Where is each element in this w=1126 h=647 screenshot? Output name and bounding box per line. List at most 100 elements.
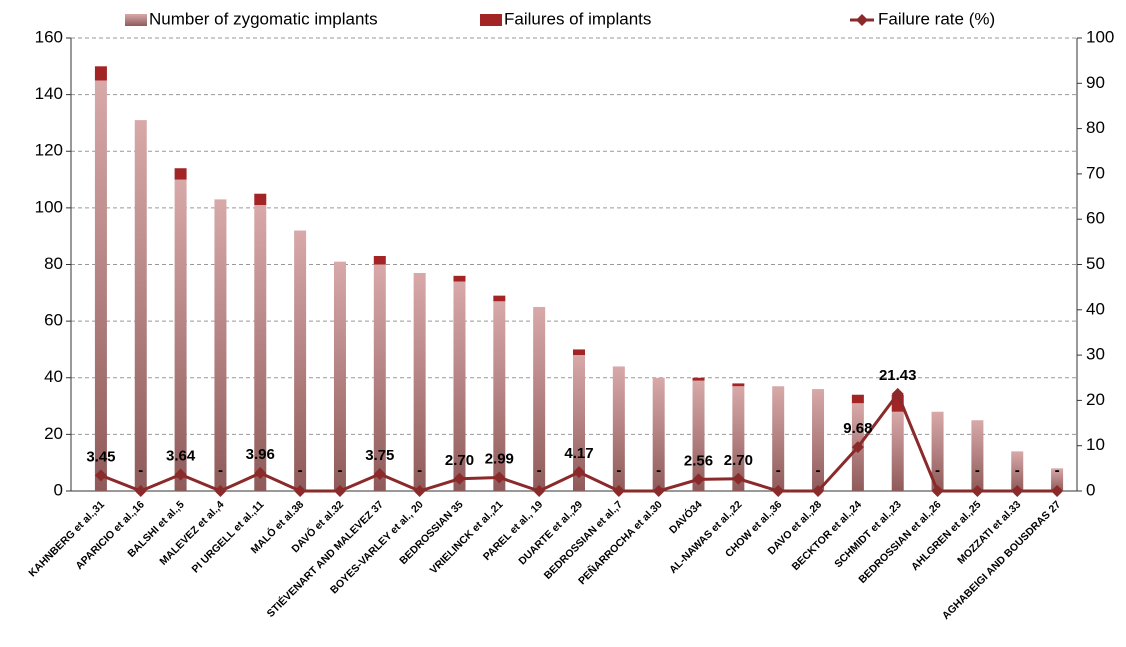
rate-marker <box>1011 485 1024 497</box>
rate-marker <box>772 485 785 497</box>
data-label: - <box>656 462 661 479</box>
bar <box>413 272 426 491</box>
bar <box>493 301 506 491</box>
data-label: - <box>298 462 303 479</box>
y-tick-label: 60 <box>44 311 63 330</box>
rate-marker <box>891 387 904 400</box>
y-tick-label: 0 <box>54 480 63 499</box>
y2-tick-label: 90 <box>1086 73 1105 92</box>
bar <box>1051 468 1064 491</box>
data-label: - <box>138 462 143 479</box>
rate-marker <box>134 485 147 497</box>
x-tick-group: PI URGELL et al.,11 <box>190 499 267 576</box>
bar <box>772 386 785 491</box>
bar <box>931 411 944 491</box>
data-label: 9.68 <box>843 420 872 437</box>
x-tick-group: AL-NAWAS et al.,22 <box>667 499 744 576</box>
bar <box>373 264 386 491</box>
y-tick-label: 40 <box>44 367 63 386</box>
rate-marker <box>652 485 665 497</box>
y2-tick-label: 20 <box>1086 390 1105 409</box>
x-tick-label: APARICIO et al.,16 <box>73 499 147 573</box>
bar <box>453 281 466 491</box>
failure-bar <box>174 168 187 180</box>
bar <box>254 205 267 491</box>
data-label: - <box>417 462 422 479</box>
y2-tick-label: 80 <box>1086 118 1105 137</box>
x-tick-group: BECKTOR et al.,24 <box>790 499 864 573</box>
data-label: - <box>975 462 980 479</box>
y-tick-label: 80 <box>44 254 63 273</box>
bar <box>612 366 625 491</box>
failure-bar <box>573 349 585 356</box>
rate-marker <box>493 471 506 484</box>
rate-marker <box>254 467 267 480</box>
y2-tick-label: 30 <box>1086 345 1105 364</box>
bar <box>812 389 825 491</box>
x-tick-label: VRIELINCK et al.,21 <box>428 499 506 577</box>
y2-tick-label: 60 <box>1086 209 1105 228</box>
bar <box>134 120 147 491</box>
bar <box>1011 451 1024 491</box>
data-label: - <box>1055 462 1060 479</box>
rate-marker <box>453 472 466 485</box>
legend-label: Failures of implants <box>504 9 651 28</box>
bar <box>971 420 984 491</box>
legend-label: Failure rate (%) <box>878 9 995 28</box>
rate-marker <box>94 469 107 482</box>
bar <box>333 261 346 491</box>
y2-tick-label: 70 <box>1086 163 1105 182</box>
data-label: - <box>935 462 940 479</box>
x-tick-label: BECKTOR et al.,24 <box>790 499 864 573</box>
rate-marker <box>373 468 386 481</box>
y2-tick-label: 0 <box>1086 480 1095 499</box>
rate-marker <box>971 485 984 497</box>
failure-bar <box>732 383 745 387</box>
bar <box>891 411 904 491</box>
data-label: 3.96 <box>246 446 275 463</box>
data-label: 2.70 <box>445 452 474 469</box>
y2-tick-label: 10 <box>1086 435 1105 454</box>
bar <box>174 179 187 491</box>
data-label: 3.64 <box>166 448 196 465</box>
rate-marker <box>573 466 585 479</box>
data-label: - <box>1015 462 1020 479</box>
rate-marker <box>214 485 227 497</box>
data-label: 21.43 <box>879 367 917 384</box>
x-tick-label: AL-NAWAS et al.,22 <box>667 499 744 576</box>
x-tick-label: KAHNBERG et al.,31 <box>26 499 107 580</box>
data-label: 4.17 <box>564 445 593 462</box>
y-tick-label: 140 <box>35 84 63 103</box>
x-tick-label: AHLGREN et al.,25 <box>909 499 984 574</box>
rate-marker <box>294 485 307 497</box>
rate-marker <box>333 485 346 497</box>
failure-bar <box>851 394 864 404</box>
x-tick-group: BEDROSSIAN et al.,7 <box>542 499 625 582</box>
x-tick-group: KAHNBERG et al.,31 <box>26 499 107 580</box>
x-tick-group: VRIELINCK et al.,21 <box>428 499 506 577</box>
rate-marker <box>174 468 187 481</box>
rate-marker <box>413 485 426 497</box>
data-label: 2.99 <box>485 450 514 467</box>
legend-marker <box>856 14 868 26</box>
x-tick-label: DAVÓ34 <box>666 498 704 536</box>
bar <box>732 386 745 491</box>
rate-marker <box>692 473 705 486</box>
legend-swatch <box>125 14 147 26</box>
x-tick-group: AHLGREN et al.,25 <box>909 499 984 574</box>
bar <box>94 80 107 491</box>
y-tick-label: 100 <box>35 197 63 216</box>
x-tick-group: DAVÓ34 <box>666 498 704 536</box>
failure-bar <box>493 295 506 302</box>
x-tick-label: SCHMIDT et al.,23 <box>832 499 904 571</box>
x-tick-label: BEDROSSIAN et al.,7 <box>542 499 625 582</box>
data-label: - <box>218 462 223 479</box>
x-tick-group: APARICIO et al.,16 <box>73 499 147 573</box>
y-tick-label: 160 <box>35 27 63 46</box>
rate-marker <box>612 485 625 497</box>
data-label: - <box>776 462 781 479</box>
y2-tick-label: 40 <box>1086 299 1105 318</box>
rate-marker <box>812 485 825 497</box>
failure-bar <box>373 256 386 265</box>
